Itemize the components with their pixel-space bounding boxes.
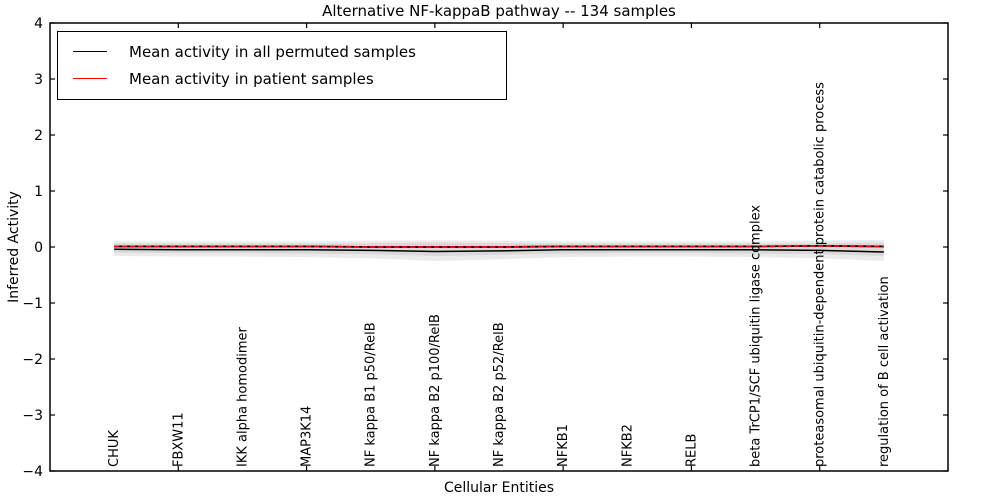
y-tick-label: −2 bbox=[22, 352, 43, 368]
entity-label: NF kappa B2 p100/RelB bbox=[428, 314, 443, 467]
y-tick-label: 3 bbox=[34, 72, 43, 88]
entity-label: regulation of B cell activation bbox=[877, 276, 892, 467]
patient-line-sample-icon bbox=[73, 78, 107, 79]
entity-label: MAP3K14 bbox=[300, 406, 315, 467]
permuted-mean-line bbox=[114, 248, 884, 253]
patient-mean-line bbox=[114, 244, 884, 248]
y-axis-label: Inferred Activity bbox=[6, 191, 22, 303]
entity-label: proteasomal ubiquitin-dependent protein … bbox=[813, 82, 828, 467]
y-tick-label: −3 bbox=[22, 408, 43, 424]
legend-entry-permuted: Mean activity in all permuted samples bbox=[58, 38, 506, 65]
entity-label: beta TrCP1/SCF ubiquitin ligase complex bbox=[749, 205, 764, 467]
y-tick-label: 0 bbox=[34, 240, 43, 256]
y-tick-label: 1 bbox=[34, 184, 43, 200]
entity-label: CHUK bbox=[107, 430, 122, 467]
entity-label: FBXW11 bbox=[171, 412, 186, 467]
legend-entry-patient: Mean activity in patient samples bbox=[58, 65, 506, 92]
entity-label: NFKB2 bbox=[620, 424, 635, 467]
x-axis-label: Cellular Entities bbox=[443, 480, 555, 496]
y-tick-label: 2 bbox=[34, 128, 43, 144]
y-tick-label: 4 bbox=[34, 16, 43, 32]
entity-label: NF kappa B1 p50/RelB bbox=[364, 322, 379, 467]
entity-label: IKK alpha homodimer bbox=[235, 326, 250, 467]
legend: Mean activity in all permuted samples Me… bbox=[57, 31, 507, 100]
y-tick-label: −1 bbox=[22, 296, 43, 312]
chart-title: Alternative NF-kappaB pathway -- 134 sam… bbox=[322, 2, 676, 20]
entity-label: NFKB1 bbox=[556, 424, 571, 467]
permuted-line-sample-icon bbox=[73, 51, 107, 52]
y-tick-label: −4 bbox=[22, 464, 43, 480]
entity-label: NF kappa B2 p52/RelB bbox=[492, 322, 507, 467]
legend-label-patient: Mean activity in patient samples bbox=[129, 69, 374, 88]
entity-label: RELB bbox=[684, 434, 699, 467]
legend-label-permuted: Mean activity in all permuted samples bbox=[129, 42, 416, 61]
